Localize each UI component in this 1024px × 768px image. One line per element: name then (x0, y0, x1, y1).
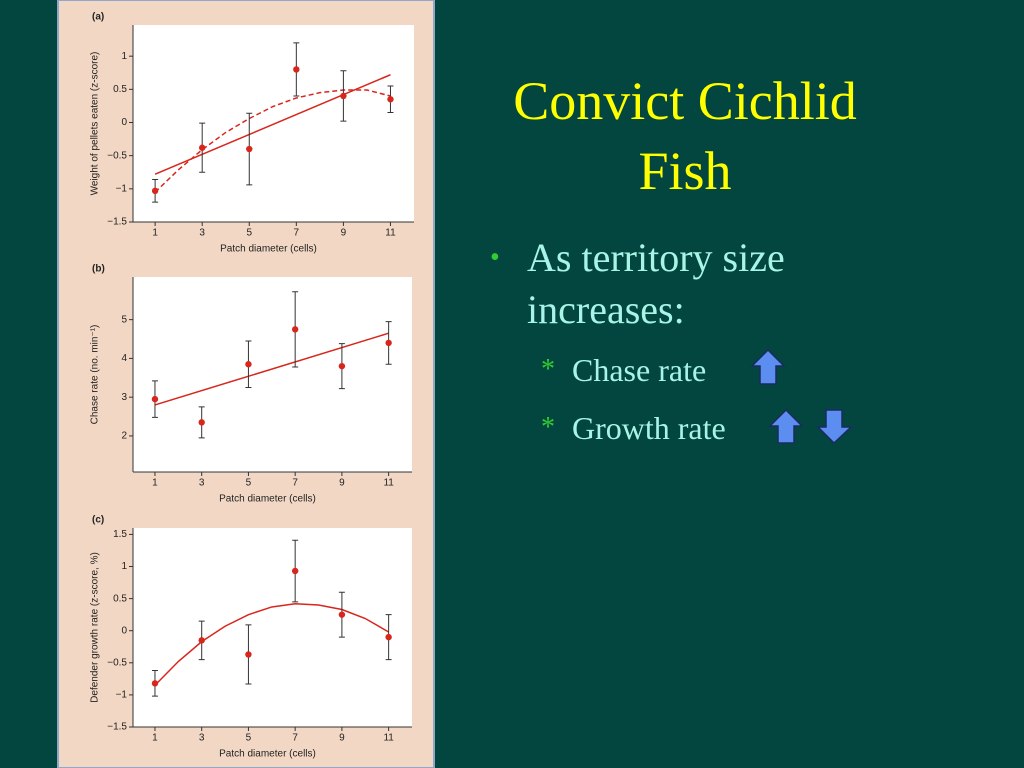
y-tick-label: −1 (116, 690, 128, 701)
x-tick-label: 7 (292, 478, 298, 489)
y-tick-label: −1 (116, 183, 128, 194)
y-tick-label: 0 (121, 117, 127, 128)
y-tick-label: −0.5 (107, 150, 127, 161)
panel-label: (c) (92, 515, 104, 526)
x-tick-label: 11 (383, 478, 394, 489)
fit-line (154, 602, 390, 686)
y-tick-label: 2 (121, 431, 127, 442)
y-tick-label: −1.5 (107, 722, 127, 733)
fit-line (154, 89, 391, 193)
x-axis-label: Patch diameter (cells) (220, 244, 317, 255)
panel-label: (a) (92, 12, 104, 23)
x-tick-label: 3 (199, 733, 205, 744)
x-tick-label: 5 (246, 228, 252, 239)
x-tick-label: 3 (199, 228, 205, 239)
data-point (385, 633, 392, 641)
data-point (151, 680, 159, 687)
bullet-dot: • (490, 242, 500, 273)
slide-title: Convict Cichlid Fish (513, 71, 857, 201)
y-tick-label: 0 (121, 625, 127, 636)
data-point (245, 651, 252, 658)
data-point (387, 96, 394, 103)
y-tick-label: 1.5 (113, 529, 127, 540)
y-tick-label: 1 (121, 561, 127, 572)
data-point (151, 395, 159, 403)
x-tick-label: 5 (246, 733, 252, 744)
y-axis-label: Defender growth rate (z-score, %) (90, 552, 101, 703)
bullet-text: As territory size increases: (527, 235, 785, 332)
data-point (151, 187, 159, 195)
data-point (385, 339, 392, 347)
x-tick-label: 1 (152, 228, 158, 239)
x-tick-label: 3 (199, 478, 205, 489)
y-tick-label: 5 (121, 314, 127, 325)
sub-bullet-star: * (541, 354, 555, 385)
sub-bullet-star: * (541, 412, 555, 443)
x-tick-label: 7 (294, 228, 300, 239)
x-tick-label: 11 (383, 733, 394, 744)
sub-bullet: Growth rate (572, 410, 726, 446)
data-point (198, 419, 205, 426)
y-tick-label: −0.5 (107, 657, 127, 668)
data-point (245, 361, 252, 368)
data-point (198, 144, 206, 151)
data-point (198, 637, 205, 644)
y-tick-label: 4 (121, 353, 127, 364)
fit-line (154, 74, 391, 175)
x-axis-label: Patch diameter (cells) (219, 749, 316, 760)
plot-area (133, 277, 412, 472)
data-point (291, 326, 299, 333)
y-axis-label: Chase rate (no. min⁻¹) (90, 325, 101, 425)
plot-area (133, 528, 412, 727)
x-tick-label: 1 (152, 478, 158, 489)
y-axis-label: Weight of pellets eaten (z-score) (90, 52, 101, 196)
x-tick-label: 9 (339, 478, 345, 489)
data-point (338, 611, 346, 618)
data-point (246, 145, 253, 153)
data-point (340, 92, 347, 100)
x-tick-label: 7 (292, 733, 298, 744)
data-point (291, 567, 299, 575)
y-tick-label: 0.5 (113, 593, 127, 604)
x-tick-label: 9 (341, 228, 347, 239)
x-tick-label: 11 (385, 228, 396, 239)
y-tick-label: 0.5 (113, 84, 127, 95)
x-tick-label: 1 (152, 733, 158, 744)
y-tick-label: 3 (121, 392, 127, 403)
sub-bullet: Chase rate (572, 352, 707, 388)
x-axis-label: Patch diameter (cells) (219, 494, 316, 505)
y-tick-label: 1 (121, 51, 127, 62)
x-tick-label: 9 (339, 733, 345, 744)
x-tick-label: 5 (246, 478, 252, 489)
data-point (338, 362, 346, 370)
y-tick-label: −1.5 (107, 217, 127, 228)
data-point (293, 66, 300, 73)
fit-line (154, 332, 389, 406)
panel-label: (b) (92, 264, 105, 275)
